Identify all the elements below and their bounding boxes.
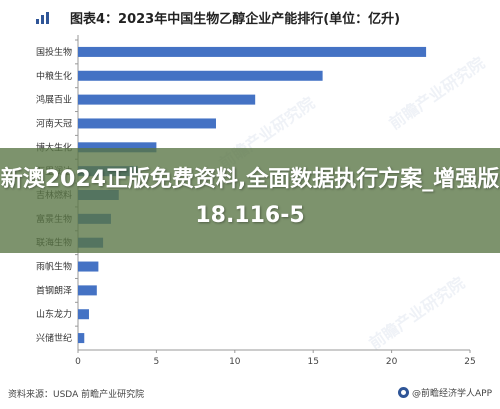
promo-banner-text: 新澳2024正版免费资料,全面数据执行方案_增强版18.116-5 bbox=[0, 167, 500, 228]
title-bar-chart-icon bbox=[36, 12, 50, 24]
x-tick-label: 0 bbox=[75, 357, 81, 367]
category-label: 兴储世纪 bbox=[36, 332, 72, 344]
category-label: 中粮生化 bbox=[36, 70, 72, 82]
bar bbox=[78, 46, 427, 57]
category-label: 山东龙力 bbox=[36, 308, 72, 320]
source-note: 资料来源：USDA 前瞻产业研究院 bbox=[8, 390, 145, 400]
bar bbox=[78, 261, 99, 272]
category-label: 首钢朗泽 bbox=[36, 284, 72, 296]
bar bbox=[78, 285, 97, 296]
category-label: 国投生物 bbox=[36, 46, 72, 58]
bar bbox=[78, 142, 157, 153]
bar bbox=[78, 70, 323, 81]
bar bbox=[78, 333, 85, 344]
x-tick-label: 20 bbox=[386, 357, 398, 367]
bar bbox=[78, 94, 256, 105]
category-label: 鸿展百业 bbox=[36, 94, 72, 106]
category-label: 雨帆生物 bbox=[36, 261, 72, 273]
x-tick-label: 10 bbox=[229, 357, 241, 367]
x-tick-label: 15 bbox=[307, 357, 318, 367]
x-tick-label: 25 bbox=[464, 357, 475, 367]
bar bbox=[78, 309, 89, 320]
chart-title: 图表4：2023年中国生物乙醇企业产能排行(单位：亿升) bbox=[70, 12, 401, 27]
brand-credit-text: @前瞻经济学人APP bbox=[411, 389, 492, 399]
bar bbox=[78, 118, 216, 129]
brand-logo-icon bbox=[397, 387, 409, 398]
x-tick-label: 5 bbox=[154, 357, 160, 367]
category-label: 河南天冠 bbox=[36, 117, 72, 129]
brand-credit: @前瞻经济学人APP bbox=[397, 386, 492, 399]
promo-banner bbox=[0, 148, 500, 253]
